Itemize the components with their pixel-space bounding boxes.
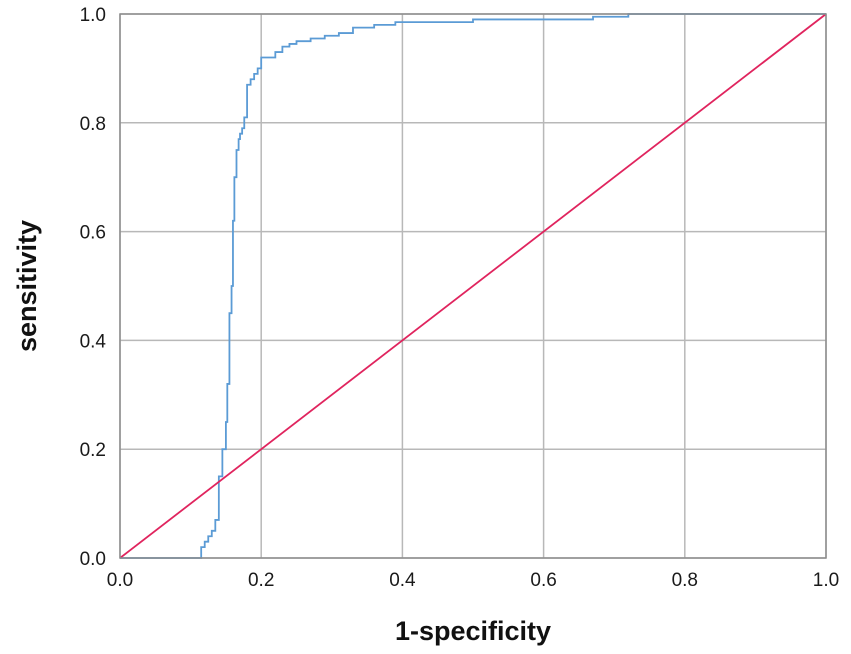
- y-tick-label: 0.8: [80, 114, 106, 135]
- roc-curve-line: [120, 13, 826, 559]
- y-tick-label: 0.6: [80, 223, 106, 244]
- series-layer: [119, 13, 827, 559]
- x-tick-label: 1.0: [813, 570, 839, 591]
- reference-diagonal-line: [119, 13, 827, 559]
- x-tick-label: 0.6: [530, 570, 556, 591]
- x-tick-label: 0.2: [248, 570, 274, 591]
- y-tick-label: 0.4: [80, 331, 107, 352]
- y-tick-label: 0.0: [80, 549, 106, 570]
- x-axis-title: 1-specificity: [395, 616, 551, 646]
- x-tick-label: 0.8: [672, 570, 698, 591]
- y-tick-labels: 0.0 0.2 0.4 0.6 0.8 1.0: [80, 5, 107, 570]
- x-tick-label: 0.0: [107, 570, 133, 591]
- grid-lines: [119, 13, 827, 559]
- y-tick-label: 0.2: [80, 440, 106, 461]
- x-tick-labels: 0.0 0.2 0.4 0.6 0.8 1.0: [107, 570, 839, 591]
- plot-frame: [119, 13, 827, 559]
- y-axis-title: sensitivity: [12, 220, 42, 352]
- x-tick-label: 0.4: [389, 570, 416, 591]
- y-tick-label: 1.0: [80, 5, 106, 26]
